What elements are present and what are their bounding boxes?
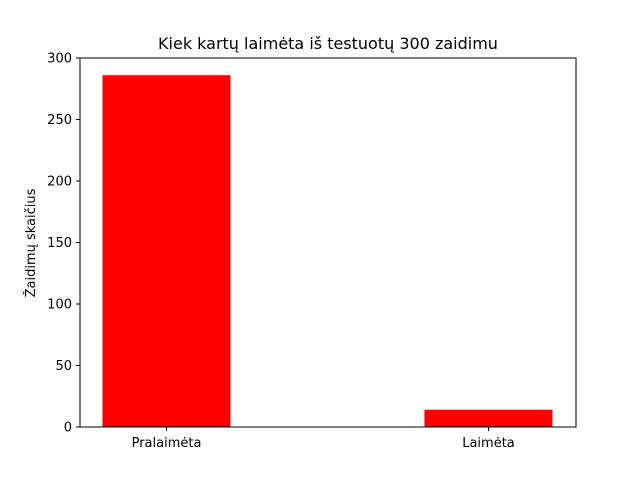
bar-1 [424, 409, 553, 427]
y-tick-label-6: 300 [47, 52, 72, 67]
bar-0 [102, 75, 231, 427]
y-tick-label-4: 200 [47, 175, 72, 190]
chart-title: Kiek kartų laimėta iš testuotų 300 zaidi… [158, 34, 498, 53]
y-tick-label-2: 100 [47, 298, 72, 313]
y-tick-label-3: 150 [47, 236, 72, 251]
x-tick-label-1: Laimėta [462, 436, 515, 451]
y-axis-label: Žaidimų skaičius [23, 188, 39, 297]
y-tick-label-0: 0 [64, 421, 72, 436]
y-tick-label-5: 250 [47, 113, 72, 128]
x-tick-label-0: Pralaimėta [132, 436, 202, 451]
plot-area: 0 50 100 150 200 250 300 Pralaimėta Laimėta [47, 52, 577, 451]
y-tick-label-1: 50 [55, 359, 72, 374]
